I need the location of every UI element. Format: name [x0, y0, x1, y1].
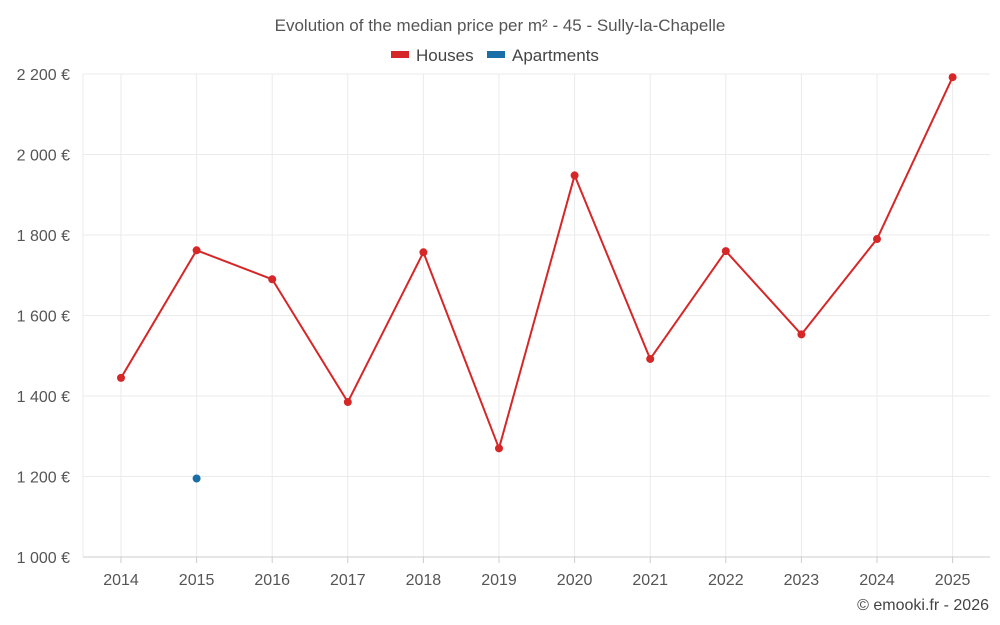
data-point-houses[interactable]	[343, 398, 352, 407]
legend-item-houses[interactable]: Houses	[391, 46, 474, 65]
data-point-houses[interactable]	[117, 373, 125, 382]
x-tick-label: 2019	[481, 572, 517, 589]
x-tick-label: 2021	[632, 572, 668, 589]
credit-text: © emooki.fr - 2026	[857, 597, 989, 614]
x-tick-label: 2018	[406, 572, 442, 589]
y-tick-label: 1 800 €	[17, 228, 70, 245]
grid	[82, 73, 990, 558]
data-point-apartments[interactable]	[192, 474, 201, 483]
data-point-houses[interactable]	[268, 275, 277, 284]
chart-title: Evolution of the median price per m² - 4…	[275, 16, 726, 35]
data-point-houses[interactable]	[797, 330, 806, 339]
x-tick-label: 2023	[784, 572, 820, 589]
data-point-houses[interactable]	[419, 248, 428, 257]
x-tick-label: 2016	[254, 572, 290, 589]
legend: Houses Apartments	[391, 46, 599, 65]
legend-swatch-houses	[391, 51, 409, 58]
x-tick-label: 2014	[103, 572, 139, 589]
y-tick-label: 1 600 €	[17, 309, 70, 326]
data-point-houses[interactable]	[646, 354, 655, 363]
y-tick-label: 1 200 €	[17, 470, 70, 487]
x-tick-label: 2022	[708, 572, 744, 589]
legend-item-apartments[interactable]: Apartments	[487, 46, 599, 65]
data-point-houses[interactable]	[873, 235, 881, 244]
axes: 1 000 € 1 200 € 1 400 € 1 600 € 1 800 € 2 000…	[17, 67, 990, 589]
x-tick-label: 2025	[935, 572, 971, 589]
data-point-houses[interactable]	[948, 73, 957, 82]
y-tick-label: 1 400 €	[17, 389, 70, 406]
y-tick-label: 2 200 €	[17, 67, 70, 84]
series-layer	[117, 73, 957, 483]
series-line-houses	[120, 76, 954, 450]
y-tick-label: 2 000 €	[17, 148, 70, 165]
x-tick-label: 2017	[330, 572, 366, 589]
x-tick-label: 2024	[859, 572, 895, 589]
legend-label-apartments: Apartments	[512, 46, 599, 65]
x-tick-label: 2020	[557, 572, 593, 589]
data-point-houses[interactable]	[192, 246, 201, 255]
y-tick-label: 1 000 €	[17, 550, 70, 567]
data-point-houses[interactable]	[721, 247, 730, 256]
data-point-houses[interactable]	[495, 444, 503, 453]
x-tick-label: 2015	[179, 572, 215, 589]
data-point-houses[interactable]	[570, 171, 579, 180]
legend-swatch-apartments	[487, 51, 505, 58]
legend-label-houses: Houses	[416, 46, 474, 65]
